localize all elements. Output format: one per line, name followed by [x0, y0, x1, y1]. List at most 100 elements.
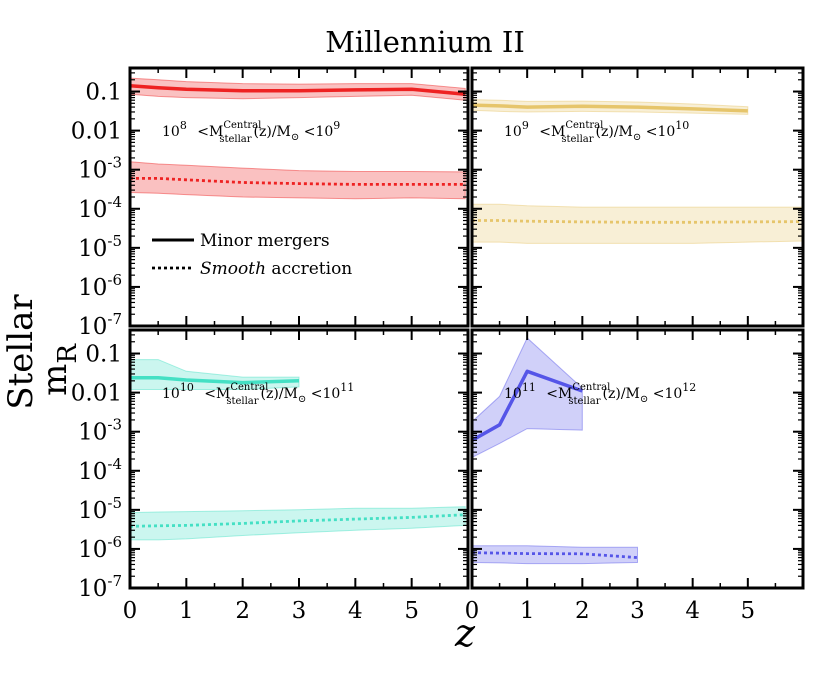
y-tick-label: 0.1 [85, 342, 122, 368]
band-top-left-smooth [130, 161, 466, 200]
y-axis-label: mR Stellar [1, 294, 83, 410]
x-tick-label: 3 [630, 598, 645, 624]
line-bottom-right-smooth [472, 551, 638, 559]
ticks-top-left [129, 67, 468, 327]
svg-text:mR: mR [35, 343, 83, 396]
y-tick-label: 10-5 [78, 494, 122, 524]
chart-title: Millennium II [325, 25, 525, 59]
annotation-lo-base: 10 [162, 386, 180, 402]
annotation-mid: <M [542, 386, 573, 402]
annotation-hi-base: 10 [315, 124, 333, 140]
x-tick-label: 4 [685, 598, 700, 624]
band-bottom-right-mergers [472, 337, 583, 458]
annotation-mid: <M [193, 124, 224, 140]
annotation-sup: Central [572, 382, 610, 393]
y-tick-label: 10-3 [78, 154, 122, 184]
x-axis-label: z [454, 611, 476, 655]
annotation-hi-exp: 11 [340, 381, 354, 394]
x-tick-label: 1 [179, 598, 194, 624]
annotation-sun: ⊙ [291, 132, 299, 143]
y-axis-label-sub: R [53, 343, 83, 364]
panel-top-right: 109 <MCentral stellar (z)/M⊙ <1010 [470, 66, 805, 328]
annotation-after: (z)/M [596, 124, 633, 140]
y-tick-label: 10-6 [78, 533, 122, 563]
annotation-hi-exp: 12 [682, 381, 696, 394]
annotation-sup: Central [565, 120, 603, 131]
x-tick-label: 4 [348, 598, 363, 624]
annotation-lo-exp: 11 [522, 381, 536, 394]
annotation-lo-exp: 9 [522, 119, 529, 132]
annotation-sun: ⊙ [298, 394, 306, 405]
annotation-after: (z)/M [603, 386, 640, 402]
y-tick-label: 10-4 [78, 455, 122, 485]
annotation-hi-exp: 10 [675, 119, 689, 132]
ticks-bottom-right [471, 329, 803, 589]
x-tick-label: 5 [404, 598, 419, 624]
y-tick-label: 10-5 [78, 232, 122, 262]
line-top-left-smooth [130, 176, 466, 186]
annotation-after: (z)/M [254, 124, 291, 140]
annotation-lt: < [641, 124, 657, 140]
y-tick-label: 10-4 [78, 193, 122, 223]
panel-bottom-right: 1011 <MCentral stellar (z)/M⊙ <1012 [470, 328, 805, 590]
line-bottom-right-mergers [472, 369, 583, 442]
band-bottom-left-smooth [130, 506, 466, 541]
ticks-top-right [471, 67, 803, 327]
annotation-lt: < [648, 386, 664, 402]
svg-text:Stellar: Stellar [1, 294, 41, 410]
annotation-lt: < [299, 124, 315, 140]
annotation-sub: stellar [568, 396, 600, 407]
annotation-sub: stellar [226, 396, 258, 407]
panel-annotation-top-right: 109 <MCentral stellar (z)/M⊙ <1010 [504, 119, 689, 145]
y-tick-label: 0.01 [71, 119, 122, 145]
line-top-right-mergers [472, 103, 748, 113]
legend: Minor mergers Smooth accretion [152, 231, 352, 279]
annotation-sun: ⊙ [640, 394, 648, 405]
annotation-sup: Central [223, 120, 261, 131]
x-tick-label: 0 [123, 598, 138, 624]
y-tick-label: 0.1 [85, 80, 122, 106]
panel-top-left: 108 <MCentral stellar (z)/M⊙ <109 [128, 66, 470, 328]
annotation-sub: stellar [219, 134, 251, 145]
line-bottom-left-mergers [130, 375, 300, 385]
x-tick-label: 2 [235, 598, 250, 624]
annotation-lo-exp: 10 [180, 381, 194, 394]
annotation-mid: <M [535, 124, 566, 140]
ticks-bottom-left [129, 329, 468, 589]
band-top-right-smooth [472, 203, 803, 244]
y-axis-label-main: m [35, 364, 75, 396]
x-tick-label: 5 [741, 598, 756, 624]
annotation-after: (z)/M [261, 386, 298, 402]
panel-annotation-top-left: 108 <MCentral stellar (z)/M⊙ <109 [162, 119, 340, 145]
annotation-lo-exp: 8 [180, 119, 187, 132]
line-bottom-left-smooth [130, 513, 466, 528]
y-axis-label-sup: Stellar [1, 294, 41, 410]
band-bottom-right-smooth [472, 545, 638, 565]
band-bottom-left-mergers [130, 359, 300, 390]
panel-bottom-left: 1010 <MCentral stellar (z)/M⊙ <1011 [128, 328, 470, 590]
line-top-right-smooth [472, 219, 803, 224]
annotation-hi-base: 10 [664, 386, 682, 402]
panel-annotation-bottom-left: 1010 <MCentral stellar (z)/M⊙ <1011 [162, 381, 354, 407]
annotation-lt: < [306, 386, 322, 402]
y-tick-label: 0.01 [71, 381, 122, 407]
annotation-hi-base: 10 [657, 124, 675, 140]
y-tick-label: 10-7 [78, 572, 122, 602]
annotation-hi-exp: 9 [333, 119, 340, 132]
annotation-sup: Central [230, 382, 268, 393]
x-tick-label: 2 [575, 598, 590, 624]
annotation-lo-base: 10 [504, 124, 522, 140]
y-tick-label: 10-3 [78, 416, 122, 446]
x-tick-label: 1 [520, 598, 535, 624]
annotation-sun: ⊙ [633, 132, 641, 143]
annotation-mid: <M [200, 386, 231, 402]
x-tick-label: 0 [465, 598, 480, 624]
panel-annotation-bottom-right: 1011 <MCentral stellar (z)/M⊙ <1012 [504, 381, 696, 407]
annotation-hi-base: 10 [322, 386, 340, 402]
annotation-sub: stellar [561, 134, 593, 145]
y-tick-label: 10-7 [78, 310, 122, 340]
y-tick-label: 10-6 [78, 271, 122, 301]
annotation-lo-base: 10 [504, 386, 522, 402]
legend-label-smooth: Smooth accretion [200, 259, 352, 279]
